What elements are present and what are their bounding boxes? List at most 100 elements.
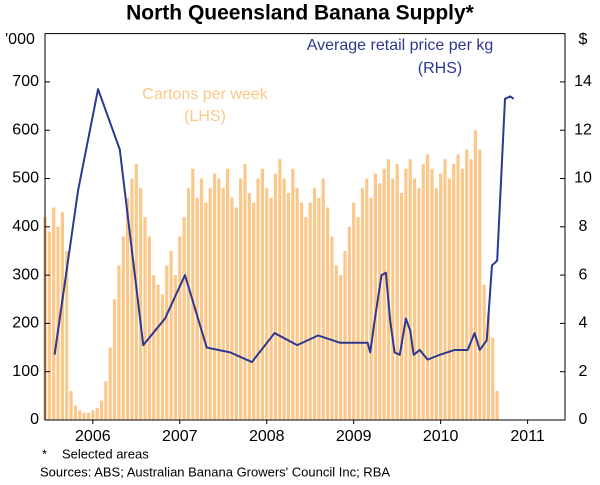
bar [252,202,256,420]
y2-unit: $ [579,31,588,48]
bar [421,164,425,420]
y-tick-label: 700 [12,73,39,90]
bar [108,347,112,420]
bar [356,217,360,420]
bar [491,337,495,420]
bar [86,412,91,420]
bar [95,407,99,420]
y-tick-label: 100 [12,363,39,380]
bar [191,168,195,420]
bar [382,168,386,420]
bar [139,188,143,420]
y2-tick-label: 6 [579,266,588,283]
bar [234,207,238,420]
y-tick-label: 500 [12,170,39,187]
bar [282,178,286,420]
bar [265,188,269,420]
y-tick-label: 400 [12,218,39,235]
bar [495,391,499,420]
bar [226,168,230,420]
bar [334,265,338,420]
bar [143,217,147,420]
bar [417,188,421,420]
bar [378,183,382,420]
bar [186,188,191,420]
bar [147,236,151,420]
y-tick-label: 300 [12,266,39,283]
bar [69,391,73,420]
x-tick-label: 2008 [249,428,285,445]
bar [395,164,399,420]
bar [130,178,134,420]
y2-tick-label: 12 [574,121,592,138]
bar [399,192,404,420]
y-unit: '000 [5,31,35,48]
x-tick-label: 2009 [336,428,372,445]
bar [278,159,282,420]
bar [204,202,208,420]
bar [165,265,169,420]
bar [326,207,330,420]
y2-tick-label: 10 [574,170,592,187]
bar [404,168,408,420]
y-tick-label: 0 [30,411,39,428]
bar [426,154,430,420]
bar [439,173,443,420]
chart-title: North Queensland Banana Supply* [126,2,475,25]
bar [430,168,434,420]
bar [452,164,456,420]
bar [195,197,199,420]
bar [182,217,186,420]
bar [78,410,82,420]
bar [243,164,247,420]
bar [360,188,364,420]
bar [60,212,64,420]
footnote-marker: * [42,446,47,461]
bar [117,265,121,420]
bar [465,149,469,420]
bar [269,197,273,420]
bar [199,178,204,420]
bar [99,400,104,420]
bar-series-note: (LHS) [184,108,226,125]
bar [82,412,86,420]
footnote: Selected areas [62,446,149,461]
bar [386,159,391,420]
y2-tick-label: 2 [579,363,588,380]
bar [482,284,486,420]
x-tick-label: 2011 [510,428,545,445]
bar [373,173,378,420]
bar-series-label: Cartons per week [142,86,268,103]
bar [256,178,260,420]
bar [230,197,234,420]
bar [152,275,156,420]
bar [304,217,308,420]
bar [160,294,164,420]
bar [434,188,438,420]
bar [178,236,182,420]
line-series-label: Average retail price per kg [307,37,493,54]
bar [330,236,334,420]
bar [56,226,60,420]
bar [291,168,295,420]
bar [239,178,243,420]
bar [286,192,291,420]
bar [443,159,447,420]
y2-tick-label: 0 [579,411,588,428]
y2-tick-label: 14 [574,73,592,90]
y-tick-label: 200 [12,315,39,332]
sources: Sources: ABS; Australian Banana Growers'… [40,464,390,479]
bar [73,405,78,420]
bar [126,197,130,420]
bar [173,275,178,420]
bar [212,173,217,420]
bar [156,284,160,420]
bar [104,381,108,420]
bar [247,192,251,420]
bar [121,236,125,420]
x-tick-label: 2010 [423,428,459,445]
bar [217,178,221,420]
bar [52,207,56,420]
bar [473,130,478,420]
bar [321,178,325,420]
